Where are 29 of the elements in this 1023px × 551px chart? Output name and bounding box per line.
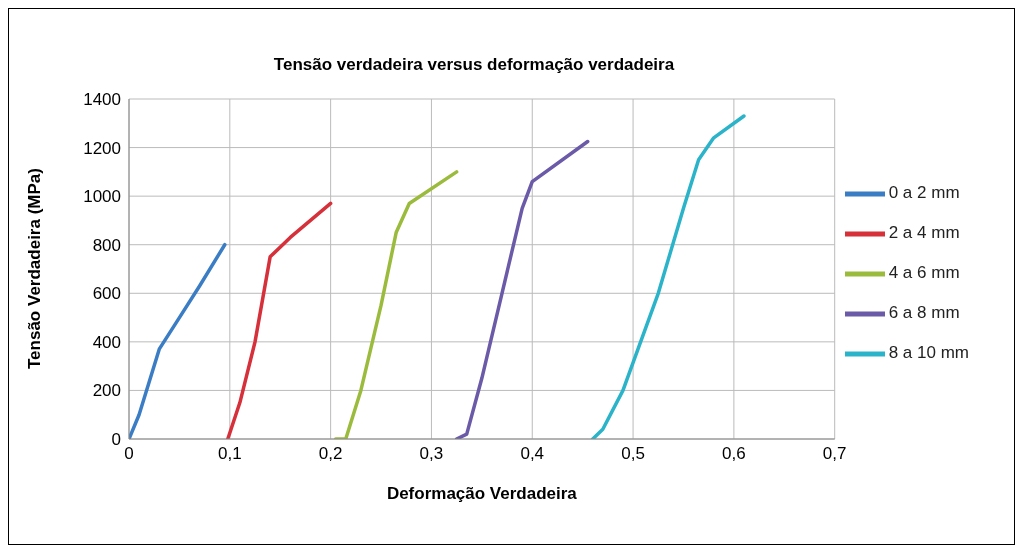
y-axis-title: Tensão Verdadeira (MPa) [25, 168, 45, 369]
legend-label: 2 a 4 mm [888, 223, 960, 243]
x-tick-label: 0,2 [318, 444, 343, 464]
x-tick-label: 0,1 [217, 444, 242, 464]
y-tick-label: 1400 [83, 90, 121, 110]
x-tick-label: 0,7 [822, 444, 847, 464]
legend-label: 4 a 6 mm [888, 263, 960, 283]
x-tick-label: 0,5 [621, 444, 645, 464]
line-series [590, 114, 746, 439]
y-tick-label: 600 [92, 284, 121, 304]
legend-label: 6 a 8 mm [888, 303, 960, 323]
y-tick-label: 0 [111, 430, 121, 450]
legend-label: 8 a 10 mm [888, 343, 969, 363]
y-tick-label: 1000 [83, 187, 121, 207]
x-tick-label: 0 [124, 444, 134, 464]
y-tick-label: 800 [92, 235, 121, 255]
line-series [333, 170, 459, 439]
line-series [226, 201, 333, 439]
x-tick-label: 0,6 [722, 444, 746, 464]
line-series [129, 242, 227, 439]
y-tick-label: 400 [92, 332, 121, 352]
y-tick-label: 200 [92, 381, 121, 401]
x-axis-title: Deformação Verdadeira [386, 484, 578, 503]
x-tick-label: 0,4 [520, 444, 545, 464]
chart-title: Tensão verdadeira versus deformação verdadeira [272, 55, 676, 75]
y-tick-label: 1200 [83, 138, 121, 158]
x-tick-label: 0,3 [419, 444, 444, 464]
line-series [454, 139, 590, 439]
legend-label: 0 a 2 mm [888, 183, 960, 203]
